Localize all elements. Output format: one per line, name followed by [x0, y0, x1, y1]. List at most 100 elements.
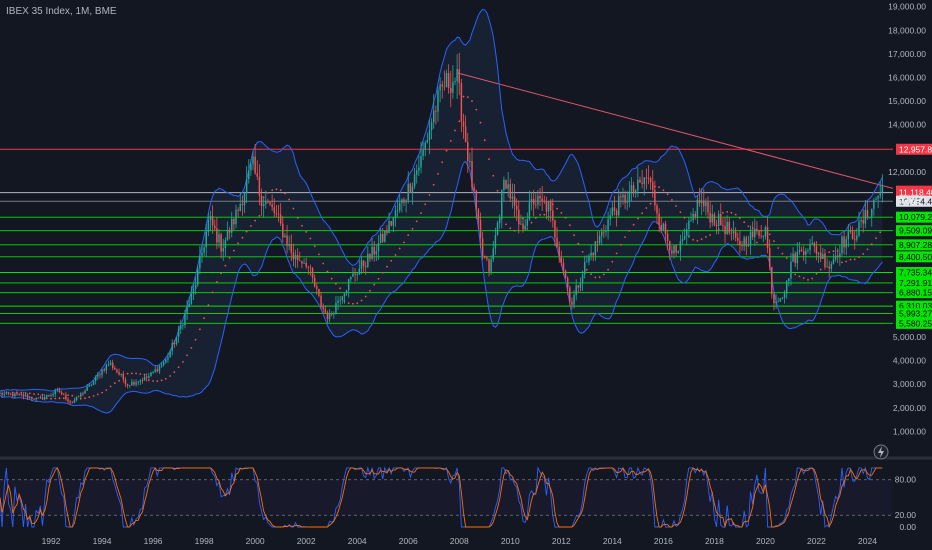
candle-body: [282, 223, 284, 238]
sar-dot: [615, 252, 618, 255]
candle-body: [386, 230, 388, 234]
candle-body: [326, 312, 329, 320]
candle-body: [598, 235, 601, 243]
y-tick-label: 17,000.00: [888, 49, 926, 59]
candle-body: [367, 253, 369, 267]
sar-dot: [870, 243, 873, 246]
sar-dot: [722, 212, 724, 214]
sar-dot: [288, 198, 291, 201]
candle-body: [681, 239, 684, 241]
candle-body: [256, 173, 259, 177]
candle-body: [250, 164, 252, 171]
candle-body: [515, 205, 518, 210]
sar-dot: [432, 183, 435, 186]
y-tick-label: 12,000.00: [888, 167, 926, 177]
candle-body: [626, 201, 628, 203]
level-label: 5,580.25: [899, 318, 932, 328]
sar-dot: [313, 245, 316, 248]
candle-body: [154, 369, 156, 372]
candle-body: [188, 303, 190, 308]
candle-body: [58, 390, 61, 393]
sar-dot: [560, 212, 563, 214]
level-label-box: [896, 143, 932, 155]
sar-dot: [420, 212, 422, 215]
sar-dot: [169, 375, 172, 377]
trendline[interactable]: [456, 72, 894, 189]
candle-body: [426, 139, 429, 143]
sar-dot: [398, 247, 401, 250]
sar-dot: [428, 194, 431, 196]
candle-body: [196, 268, 199, 285]
candle-body: [826, 266, 828, 268]
candle-body: [607, 219, 609, 232]
candle-body: [617, 196, 620, 216]
candle-body: [148, 376, 150, 378]
candle-body: [862, 220, 864, 224]
candle-body: [311, 268, 314, 278]
candle-body: [866, 210, 869, 218]
candle-body: [447, 73, 450, 88]
sar-dot: [50, 397, 52, 400]
candle-body: [339, 300, 341, 301]
candle-body: [864, 210, 867, 224]
candle-body: [715, 225, 718, 226]
candle-body: [358, 268, 361, 275]
sar-dot: [67, 394, 69, 396]
candle-body: [284, 235, 286, 238]
candle-body: [471, 161, 473, 188]
sar-dot: [739, 217, 741, 220]
parabolic-sar: [11, 95, 882, 400]
candle-body: [666, 234, 669, 242]
x-tick-label: 2014: [603, 536, 622, 546]
sar-dot: [233, 249, 235, 252]
candle-body: [467, 142, 469, 162]
sar-dot: [568, 224, 571, 227]
sar-dot: [441, 161, 444, 164]
candle-body: [571, 301, 573, 305]
sar-dot: [186, 354, 189, 357]
chart-title: IBEX 35 Index, 1M, BME: [6, 6, 117, 17]
candle-body: [503, 179, 505, 191]
level-label-box: [896, 277, 932, 289]
candle-body: [683, 235, 686, 240]
candle-body: [788, 278, 790, 282]
sar-dot: [773, 240, 775, 243]
candle-body: [418, 167, 420, 171]
x-tick-label: 2016: [654, 536, 673, 546]
candle-body: [879, 192, 881, 196]
candle-body: [669, 241, 671, 251]
candle-body: [237, 209, 239, 211]
osc-band-fill: [0, 479, 893, 516]
sar-dot: [305, 231, 308, 233]
sar-dot: [577, 242, 580, 245]
oscillator-pane: [0, 460, 893, 532]
sar-dot: [118, 379, 120, 382]
candle-body: [658, 213, 660, 225]
sar-dot: [33, 393, 35, 395]
candle-body: [577, 285, 580, 288]
sar-dot: [424, 203, 427, 206]
sar-dot: [284, 192, 286, 195]
sar-dot: [637, 217, 639, 220]
candle-body: [473, 187, 475, 191]
candle-body: [20, 394, 23, 395]
countdown-label: 7d 9h: [899, 197, 921, 207]
candle-body: [573, 295, 575, 305]
lightning-icon[interactable]: [873, 444, 889, 460]
candle-body: [450, 88, 452, 93]
sar-dot: [747, 225, 750, 228]
candle-body: [165, 359, 167, 363]
candle-body: [881, 186, 884, 193]
candle-body: [92, 380, 95, 385]
candle-body: [220, 234, 222, 252]
candle-body: [522, 223, 524, 230]
candle-body: [600, 231, 603, 236]
candle-body: [360, 260, 363, 269]
level-label-box: [896, 300, 932, 312]
x-tick-label: 2002: [297, 536, 316, 546]
candle-body: [29, 396, 31, 398]
sar-dot: [700, 238, 703, 241]
candle-body: [109, 362, 112, 365]
candle-body: [294, 255, 297, 260]
